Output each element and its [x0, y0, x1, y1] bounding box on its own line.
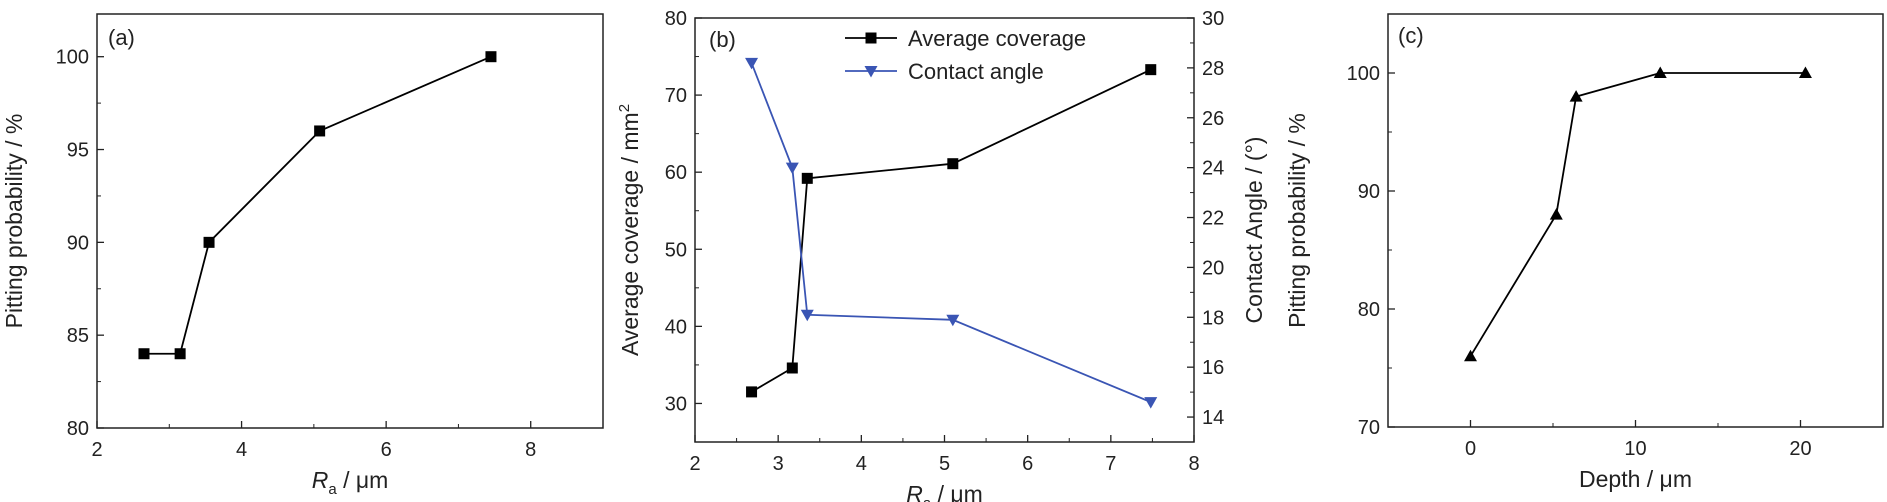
- y-axis-label: Pitting probability / %: [1, 114, 27, 329]
- legend-marker: [864, 66, 878, 78]
- data-point: [485, 51, 497, 63]
- data-point: [947, 158, 959, 170]
- y2-tick-label: 24: [1202, 158, 1224, 180]
- legend-label: Contact angle: [908, 59, 1044, 84]
- y-tick-label: 50: [665, 239, 687, 261]
- y-tick-label: 80: [1358, 299, 1380, 321]
- x-axis-label: Ra / μm: [312, 467, 389, 498]
- data-point: [1798, 66, 1812, 78]
- x-tick-label: 2: [689, 453, 700, 475]
- x-tick-label: 8: [525, 439, 536, 461]
- data-point: [314, 125, 326, 137]
- x-axis-label-unit: / μm: [931, 481, 983, 502]
- y-tick-label: 60: [665, 162, 687, 184]
- data-point: [785, 162, 799, 175]
- data-point: [174, 348, 186, 360]
- y-tick-label: 100: [1347, 63, 1380, 85]
- data-point: [1145, 64, 1157, 76]
- x-axis-label: Ra / μm: [906, 481, 983, 502]
- data-point: [1144, 397, 1158, 409]
- x-tick-label: 6: [1022, 453, 1033, 475]
- x-tick-label: 4: [236, 439, 247, 461]
- chart-panel-2: 2 3 4 5 6 7 8 30 40 50 60 70 80 14 16 18 20 22 24 26 28 30 (b)…: [616, 8, 1267, 502]
- y-tick-label: 80: [67, 418, 89, 440]
- panel-label: (c): [1398, 23, 1424, 48]
- x-tick-label: 4: [856, 453, 867, 475]
- data-point: [786, 362, 798, 374]
- x-axis-label-subscript: a: [923, 495, 932, 502]
- y-tick-label: 80: [665, 8, 687, 30]
- y-tick-label: 40: [665, 316, 687, 338]
- x-axis-label: Depth / μm: [1579, 466, 1692, 492]
- x-tick-label: 6: [381, 439, 392, 461]
- x-tick-label: 2: [91, 439, 102, 461]
- y2-tick-label: 28: [1202, 58, 1224, 80]
- x-axis-label-symbol: R: [906, 481, 923, 502]
- data-point: [203, 236, 215, 248]
- x-tick-label: 10: [1624, 438, 1646, 460]
- y-tick-label: 90: [67, 232, 89, 254]
- data-point: [746, 386, 758, 398]
- chart-panel-1: 2 4 6 8 80 85 90 95 100 (a) Ra / μm Pitting probabi…: [1, 13, 604, 498]
- y-axis-label-superscript: 2: [616, 104, 633, 112]
- x-axis-label-subscript: a: [328, 481, 337, 498]
- y-tick-label: 30: [665, 393, 687, 415]
- data-point: [1549, 208, 1563, 220]
- y2-tick-label: 18: [1202, 307, 1224, 329]
- y-tick-label: 70: [1358, 417, 1380, 439]
- series-line-1: [1469, 72, 1806, 357]
- data-point: [800, 309, 814, 322]
- y2-tick-label: 16: [1202, 357, 1224, 379]
- y-tick-label: 70: [665, 85, 687, 107]
- data-point: [745, 57, 759, 70]
- legend-label: Average coverage: [908, 26, 1086, 51]
- y2-tick-label: 22: [1202, 208, 1224, 230]
- x-tick-label: 8: [1188, 453, 1199, 475]
- y2-tick-label: 26: [1202, 108, 1224, 130]
- y-tick-label: 90: [1358, 181, 1380, 203]
- y-axis-label-text: Average coverage / mm: [617, 112, 643, 356]
- data-point: [1653, 66, 1667, 78]
- series-line-1: [751, 68, 1152, 393]
- x-tick-label: 3: [773, 453, 784, 475]
- data-point: [1464, 349, 1477, 362]
- x-axis-label-unit: / μm: [337, 467, 389, 493]
- panel-label: (a): [108, 25, 135, 50]
- x-tick-label: 0: [1465, 438, 1476, 460]
- y2-axis-label: Contact Angle / (°): [1241, 137, 1267, 324]
- legend-marker: [865, 32, 877, 44]
- panel-label: (b): [709, 27, 736, 52]
- y2-tick-label: 20: [1202, 257, 1224, 279]
- data-point: [946, 314, 960, 327]
- x-tick-label: 20: [1789, 438, 1811, 460]
- y2-tick-label: 14: [1202, 407, 1224, 429]
- series-line-1: [143, 55, 492, 355]
- data-point: [801, 172, 813, 184]
- plot-frame: [96, 13, 604, 429]
- y-tick-label: 95: [67, 140, 89, 162]
- x-axis-label-symbol: R: [312, 467, 329, 493]
- data-point: [1569, 90, 1583, 102]
- chart-panel-3: 0 10 20 70 80 90 100 (c) Depth / μm Pitting proba…: [1284, 13, 1884, 492]
- y-axis-label: Average coverage / mm2: [616, 104, 643, 356]
- series-line-2: [750, 62, 1152, 403]
- y-axis-label: Pitting probability / %: [1284, 113, 1310, 328]
- x-tick-label: 7: [1105, 453, 1116, 475]
- y-tick-label: 85: [67, 325, 89, 347]
- y2-tick-label: 30: [1202, 8, 1224, 30]
- y-tick-label: 100: [56, 47, 89, 69]
- data-point: [138, 348, 150, 360]
- x-tick-label: 5: [939, 453, 950, 475]
